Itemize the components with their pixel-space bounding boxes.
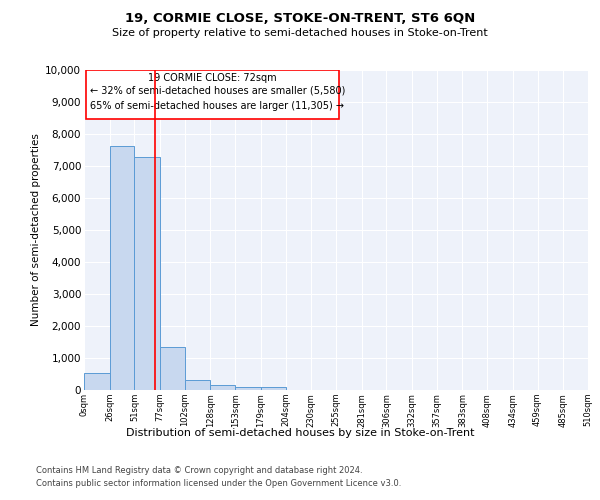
Text: Contains public sector information licensed under the Open Government Licence v3: Contains public sector information licen… — [36, 478, 401, 488]
Bar — [110, 146, 134, 390]
Text: ← 32% of semi-detached houses are smaller (5,580): ← 32% of semi-detached houses are smalle… — [90, 86, 346, 96]
Bar — [185, 380, 211, 390]
Text: Size of property relative to semi-detached houses in Stoke-on-Trent: Size of property relative to semi-detach… — [112, 28, 488, 38]
Text: Distribution of semi-detached houses by size in Stoke-on-Trent: Distribution of semi-detached houses by … — [126, 428, 474, 438]
Bar — [134, 158, 160, 390]
Bar — [211, 385, 235, 390]
FancyBboxPatch shape — [86, 70, 339, 118]
Bar — [235, 387, 261, 390]
Text: Contains HM Land Registry data © Crown copyright and database right 2024.: Contains HM Land Registry data © Crown c… — [36, 466, 362, 475]
Text: 19, CORMIE CLOSE, STOKE-ON-TRENT, ST6 6QN: 19, CORMIE CLOSE, STOKE-ON-TRENT, ST6 6Q… — [125, 12, 475, 26]
Bar — [160, 347, 185, 390]
Text: 65% of semi-detached houses are larger (11,305) →: 65% of semi-detached houses are larger (… — [90, 102, 344, 112]
Bar — [84, 373, 110, 390]
Y-axis label: Number of semi-detached properties: Number of semi-detached properties — [31, 134, 41, 326]
Bar — [261, 388, 286, 390]
Text: 19 CORMIE CLOSE: 72sqm: 19 CORMIE CLOSE: 72sqm — [148, 72, 277, 83]
